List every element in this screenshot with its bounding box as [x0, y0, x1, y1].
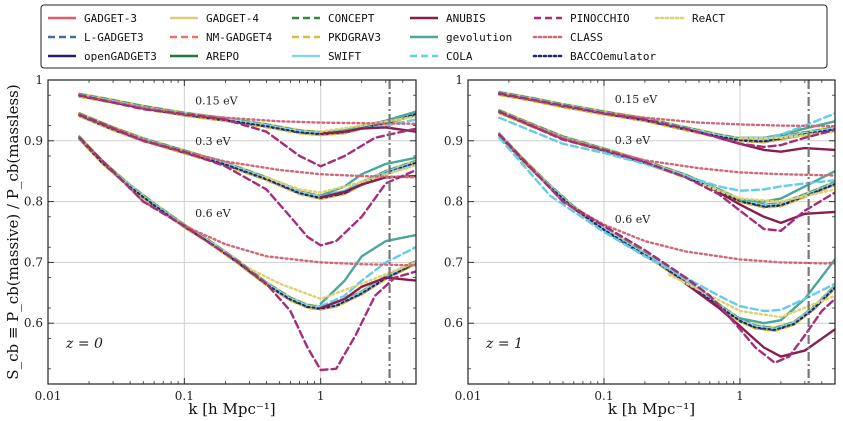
legend-label: NM-GADGET4 — [206, 31, 273, 44]
x-axis-label-left: k [h Mpc⁻¹] — [188, 400, 275, 418]
series-pkdgrav3-0.3eV — [498, 112, 835, 209]
x-tick-label: 1 — [317, 389, 325, 403]
series-pinocchio-0.15eV — [498, 92, 835, 149]
y-tick-label: 1 — [455, 73, 463, 87]
legend-label: ReACT — [692, 12, 725, 25]
series-swift-0.3eV — [498, 110, 835, 207]
legend-label: GADGET-4 — [206, 12, 259, 25]
legend-label: gevolution — [446, 31, 512, 44]
series-baccoemulator-0.3eV — [498, 111, 835, 208]
series-anubis-0.3eV — [717, 191, 835, 225]
series-pinocchio-0.6eV — [498, 133, 835, 364]
series-react-0.15eV — [319, 115, 416, 133]
redshift-label: z = 0 — [65, 336, 103, 352]
curves — [78, 80, 416, 384]
y-tick-label: 0.9 — [444, 134, 463, 148]
panel-z1: 0.01 0.1 1 0.6 0.7 0.8 0.9 1 0.15 eV 0.3 eV 0.6 eV… — [444, 73, 836, 403]
y-tick-label: 0.6 — [24, 316, 43, 330]
series-gevolution-0.3eV — [738, 170, 835, 203]
x-tick-label: 0.1 — [175, 389, 194, 403]
series-cola-0.6eV — [498, 136, 835, 313]
mass-annotation: 0.6 eV — [615, 213, 652, 226]
series-gevolution-0.6eV — [738, 258, 835, 325]
series-react-0.6eV — [248, 261, 416, 301]
series-class-0.15eV — [498, 92, 835, 128]
legend-label: AREPO — [206, 50, 239, 63]
legend-label: L-GADGET3 — [84, 31, 144, 44]
x-tick-label: 0.01 — [35, 389, 62, 403]
y-tick-label: 0.8 — [24, 195, 43, 209]
legend-label: CLASS — [570, 31, 603, 44]
redshift-label: z = 1 — [485, 336, 523, 352]
series-pinocchio-0.6eV — [78, 136, 416, 372]
legend-label: SWIFT — [328, 50, 361, 63]
mass-annotation: 0.15 eV — [195, 94, 238, 107]
x-tick-label: 0.01 — [455, 389, 482, 403]
series-class-0.15eV — [78, 94, 416, 125]
x-axis-label-right: k [h Mpc⁻¹] — [608, 400, 695, 418]
series-pinocchio-0.15eV — [78, 94, 416, 168]
series-pkdgrav3-0.15eV — [498, 94, 835, 144]
y-axis-label: S_cb ≡ P_cb(massive) / P_cb(massless) — [4, 84, 22, 379]
y-tick-label: 0.8 — [444, 195, 463, 209]
x-tick-label: 1 — [736, 389, 744, 403]
series-class-0.3eV — [78, 113, 416, 179]
legend-label: ANUBIS — [446, 12, 486, 25]
panel-frame — [47, 79, 417, 385]
panel-z0: 0.01 0.1 1 0.6 0.7 0.8 0.9 1 0.15 eV 0.3 eV 0.6 eV… — [24, 73, 417, 403]
legend-label: PINOCCHIO — [570, 12, 630, 25]
ticks: 0.01 0.1 1 0.6 0.7 0.8 0.9 1 — [24, 73, 417, 403]
legend-label: CONCEPT — [328, 12, 375, 25]
series-anubis-0.6eV — [684, 282, 835, 358]
y-tick-label: 0.7 — [444, 255, 463, 269]
legend-label: openGADGET3 — [84, 50, 157, 63]
series-pinocchio-0.3eV — [498, 110, 835, 232]
series-pkdgrav3-0.6eV — [498, 135, 835, 333]
y-tick-label: 0.9 — [24, 134, 43, 148]
series-gevolution-0.3eV — [319, 156, 416, 197]
series-pinocchio-0.3eV — [78, 113, 416, 247]
series-anubis-0.15eV — [319, 126, 416, 135]
series-cola-0.6eV — [319, 246, 416, 308]
series-class-0.6eV — [498, 133, 835, 265]
series-gevolution-0.6eV — [319, 233, 416, 305]
mass-annotation: 0.6 eV — [195, 207, 232, 220]
legend-label: GADGET-3 — [84, 12, 137, 25]
mass-annotation: 0.15 eV — [615, 93, 658, 106]
mass-annotation: 0.3 eV — [615, 134, 652, 147]
series-class-0.6eV — [78, 136, 416, 267]
y-tick-label: 0.7 — [24, 255, 43, 269]
legend-label: PKDGRAV3 — [328, 31, 381, 44]
series-class-0.3eV — [498, 110, 835, 177]
series-baccoemulator-0.3eV — [78, 114, 416, 199]
series-react-0.6eV — [667, 273, 835, 319]
legend-label: BACCOemulator — [570, 50, 656, 63]
curves — [498, 80, 835, 384]
y-tick-label: 0.6 — [444, 316, 463, 330]
x-tick-label: 0.1 — [594, 389, 613, 403]
legend: GADGET-3 L-GADGET3 openGADGET3 GADGET-4 NM-G… — [40, 4, 828, 69]
panel-frame — [467, 79, 836, 385]
series-baccoemulator-0.6eV — [498, 134, 835, 331]
axis-labels: k [h Mpc⁻¹] k [h Mpc⁻¹] S_cb ≡ P_cb(mass… — [4, 84, 695, 418]
series-anubis-0.6eV — [319, 276, 416, 310]
legend-label: COLA — [446, 50, 473, 63]
y-tick-label: 1 — [35, 73, 43, 87]
mass-annotation: 0.3 eV — [195, 135, 232, 148]
series-cola-0.3eV — [498, 116, 835, 192]
series-opengadget3-0.6eV — [498, 134, 835, 332]
series-gadget-4-0.6eV — [78, 134, 416, 308]
series-gadget-4-0.6eV — [498, 131, 835, 329]
